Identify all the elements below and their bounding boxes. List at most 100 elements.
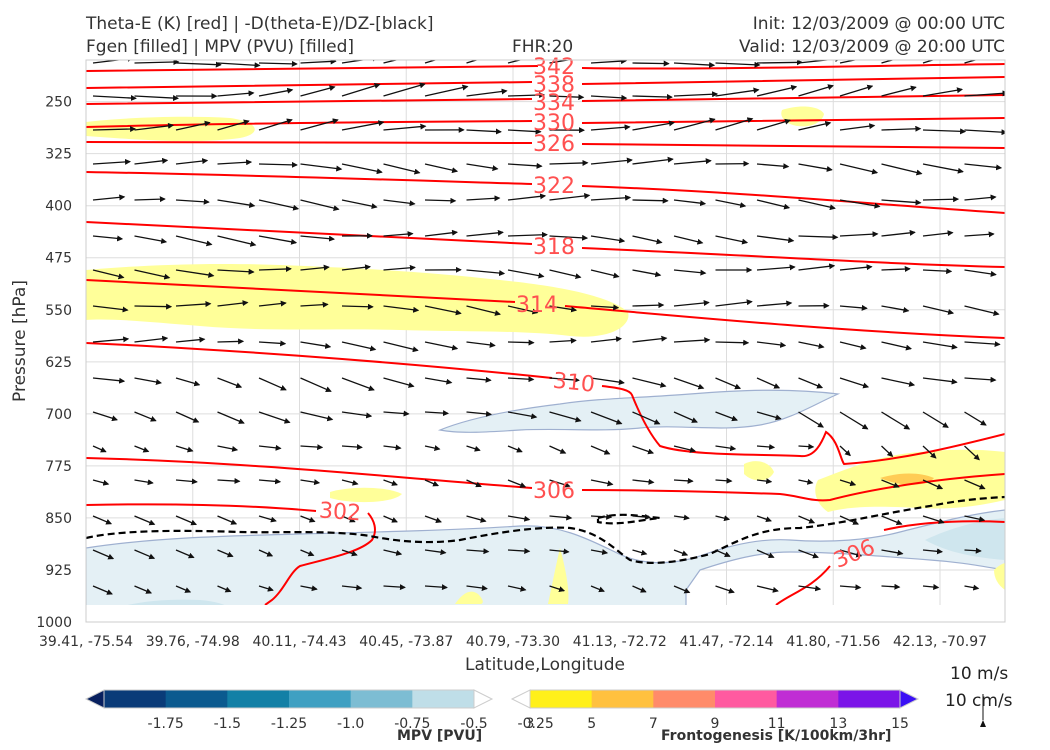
wind-vector bbox=[881, 377, 916, 387]
wind-vector bbox=[632, 197, 669, 204]
wind-vector bbox=[92, 194, 126, 201]
theta-e-contour-318 bbox=[86, 221, 1005, 268]
wind-vector bbox=[466, 376, 492, 383]
wind-vector bbox=[590, 445, 611, 455]
wind-vector bbox=[507, 162, 543, 169]
wind-vector bbox=[217, 300, 249, 307]
wind-vector bbox=[466, 305, 501, 316]
wind-vector bbox=[92, 95, 137, 102]
wind-vector bbox=[424, 305, 462, 316]
y-tick-label: 925 bbox=[45, 563, 72, 579]
wind-vector bbox=[922, 445, 937, 459]
wind-vector bbox=[756, 84, 798, 97]
wind-vector bbox=[258, 300, 287, 307]
y-tick-label: 775 bbox=[45, 459, 72, 475]
wind-reference bbox=[980, 694, 986, 727]
wind-vector bbox=[424, 479, 440, 487]
wind-vector bbox=[839, 377, 870, 389]
y-tick-label: 700 bbox=[45, 407, 72, 423]
wind-vector bbox=[341, 341, 377, 352]
wind-vector bbox=[632, 335, 668, 343]
theta-e-contour-302 bbox=[86, 503, 376, 606]
wind-vector bbox=[134, 335, 169, 343]
wind-vector bbox=[217, 62, 261, 69]
wind-vector bbox=[632, 120, 675, 131]
wind-vector bbox=[424, 584, 448, 591]
wind-vector bbox=[839, 231, 879, 238]
wind-vector bbox=[798, 549, 819, 559]
wind-vector bbox=[217, 549, 234, 558]
colorbar-tick-label: 9 bbox=[711, 716, 720, 732]
x-axis-ticks: 39.41, -75.54 39.76, -74.98 40.11, -74.43 4… bbox=[39, 634, 987, 650]
contour-label-334: 334 bbox=[533, 91, 575, 116]
wind-vector bbox=[175, 445, 194, 453]
wind-vector bbox=[632, 60, 670, 67]
wind-vector bbox=[217, 515, 238, 525]
wind-reference-horizontal-label: 10 m/s bbox=[950, 664, 1009, 684]
wind-vector bbox=[383, 479, 398, 486]
wind-vector bbox=[217, 159, 253, 166]
contour-label-310: 310 bbox=[552, 369, 596, 398]
wind-vector bbox=[507, 515, 531, 522]
wind-vector bbox=[300, 85, 336, 97]
wind-vector bbox=[300, 341, 332, 349]
wind-vector bbox=[300, 444, 324, 451]
wind-vector bbox=[632, 411, 661, 425]
wind-vector bbox=[424, 84, 469, 97]
wind-vector bbox=[341, 199, 378, 210]
wind-vector bbox=[590, 124, 631, 131]
contour-label-342: 342 bbox=[533, 55, 575, 80]
colorbar-tick-label: 15 bbox=[891, 716, 909, 732]
wind-vector bbox=[632, 156, 674, 165]
wind-vector bbox=[175, 411, 200, 423]
contour-label-322: 322 bbox=[533, 174, 575, 199]
wind-vector bbox=[424, 341, 459, 351]
wind-vector bbox=[258, 161, 298, 168]
colorbar-swatch bbox=[165, 690, 228, 708]
y-tick-label: 325 bbox=[45, 147, 72, 163]
wind-vector bbox=[839, 264, 873, 271]
wind-vector bbox=[881, 341, 912, 351]
wind-vector bbox=[507, 445, 523, 453]
wind-vector bbox=[881, 515, 903, 526]
wind-vector bbox=[673, 269, 707, 276]
wind-vector bbox=[881, 125, 922, 132]
wind-vector bbox=[839, 199, 881, 209]
wind-vector bbox=[466, 60, 479, 64]
wind-vector bbox=[756, 585, 779, 593]
fgen-fill-bottom-3 bbox=[994, 563, 1005, 590]
wind-vector bbox=[134, 515, 156, 526]
wind-vector bbox=[92, 377, 126, 384]
colorbar-outline bbox=[103, 689, 475, 709]
colorbar-tick-label: -0.25 bbox=[518, 716, 554, 732]
wind-vector bbox=[424, 60, 438, 64]
wind-vector bbox=[590, 94, 628, 101]
wind-vector bbox=[798, 478, 814, 485]
colorbar-tick-label: 11 bbox=[768, 716, 786, 732]
wind-vector bbox=[632, 269, 662, 278]
wind-vector bbox=[134, 445, 150, 453]
wind-vector bbox=[590, 549, 609, 556]
below-surface-mask bbox=[86, 605, 1005, 622]
y-tick-label: 550 bbox=[45, 303, 72, 319]
wind-vector bbox=[964, 194, 997, 201]
wind-vector bbox=[922, 305, 955, 315]
y-tick-label: 475 bbox=[45, 251, 72, 267]
wind-vector bbox=[424, 229, 458, 237]
wind-vector bbox=[134, 196, 166, 203]
wind-vector bbox=[507, 92, 546, 99]
theta-e-labels: 342 338 334 330 326 322 318 314 310 306 … bbox=[318, 55, 879, 574]
wind-vector bbox=[964, 479, 986, 490]
wind-vector bbox=[175, 377, 201, 387]
wind-vector bbox=[383, 341, 419, 353]
wind-vector bbox=[383, 123, 427, 131]
wind-vector bbox=[466, 195, 501, 202]
wind-vector bbox=[715, 377, 742, 390]
wind-vector bbox=[383, 163, 421, 175]
wind-vector bbox=[798, 377, 824, 389]
wind-vector bbox=[632, 235, 663, 245]
wind-vector bbox=[507, 479, 527, 488]
theta-e-contour-334 bbox=[86, 94, 1005, 105]
wind-vector bbox=[881, 583, 901, 590]
